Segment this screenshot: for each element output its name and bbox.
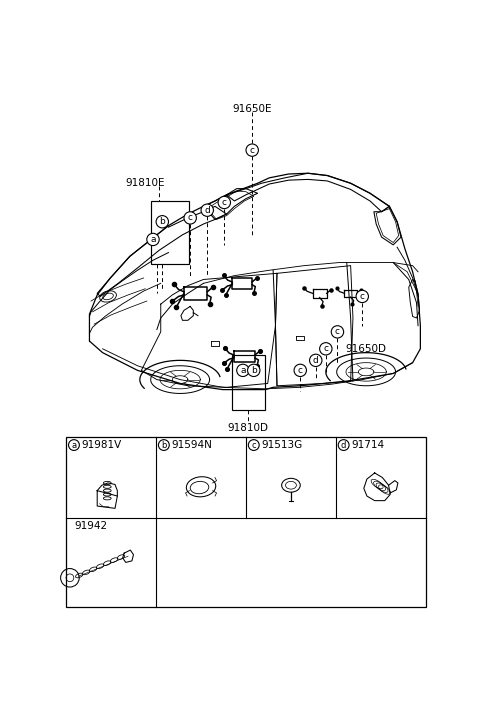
Circle shape [201, 204, 214, 216]
Text: a: a [72, 441, 76, 450]
Text: d: d [341, 441, 347, 450]
Circle shape [156, 215, 168, 228]
Circle shape [248, 364, 260, 376]
Circle shape [338, 439, 349, 450]
Circle shape [158, 439, 169, 450]
Text: b: b [251, 366, 257, 375]
Text: c: c [252, 441, 256, 450]
Text: a: a [150, 235, 156, 244]
Text: c: c [298, 366, 303, 375]
Text: 91714: 91714 [351, 440, 384, 450]
Text: d: d [313, 356, 319, 365]
Text: c: c [335, 328, 340, 336]
Circle shape [310, 355, 322, 367]
Circle shape [218, 196, 230, 209]
Circle shape [69, 439, 79, 450]
Text: c: c [360, 292, 365, 301]
Circle shape [248, 439, 259, 450]
Circle shape [294, 364, 306, 376]
Text: c: c [324, 344, 328, 353]
Text: b: b [159, 218, 165, 226]
Text: 91810D: 91810D [228, 423, 269, 434]
Text: 91513G: 91513G [262, 440, 303, 450]
Text: d: d [204, 206, 210, 215]
Circle shape [246, 144, 258, 157]
Text: 91810E: 91810E [125, 178, 165, 188]
Text: 91650D: 91650D [345, 344, 386, 354]
Text: b: b [161, 441, 167, 450]
Text: 91650E: 91650E [232, 104, 272, 114]
Circle shape [184, 212, 196, 224]
Text: 91942: 91942 [74, 521, 107, 531]
Text: c: c [250, 146, 255, 154]
Text: c: c [188, 213, 192, 223]
Circle shape [147, 233, 159, 246]
Text: a: a [240, 366, 246, 375]
Circle shape [320, 343, 332, 355]
Text: 91594N: 91594N [172, 440, 213, 450]
Circle shape [237, 364, 249, 376]
Circle shape [356, 290, 369, 302]
Text: 91981V: 91981V [82, 440, 122, 450]
FancyBboxPatch shape [66, 437, 426, 607]
Circle shape [331, 326, 344, 338]
Text: c: c [222, 198, 227, 207]
